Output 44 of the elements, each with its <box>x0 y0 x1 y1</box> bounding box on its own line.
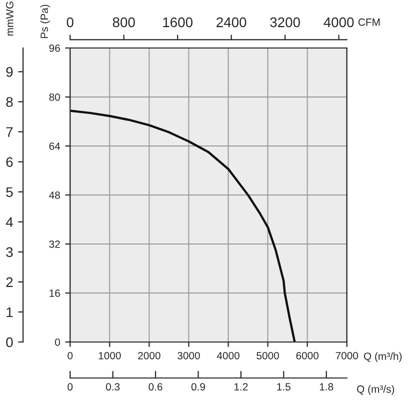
x-tick-label: 6000 <box>296 352 319 360</box>
x-tick-label: 1.2 <box>234 383 248 390</box>
y-axis-title: Ps (Pa) <box>40 4 50 38</box>
y2-tick-label: 2 <box>6 277 13 287</box>
x-tick-label: 7000 <box>336 352 358 360</box>
x2-axis-title: CFM <box>358 18 380 26</box>
y2-tick-label: 7 <box>6 127 13 137</box>
x-tick-label: 4000 <box>216 352 240 360</box>
x-axis-title: Q (m³/s) <box>357 385 394 395</box>
y-tick-label: 96 <box>49 44 60 52</box>
y-tick-label: 32 <box>49 240 60 248</box>
y2-tick-label: 8 <box>6 97 13 107</box>
x-tick-label: 1000 <box>98 352 121 360</box>
y2-tick-label: 6 <box>6 157 13 167</box>
x2-tick-label: 2400 <box>216 17 246 28</box>
y2-tick-label: 0 <box>6 337 13 348</box>
x-tick-label: 2000 <box>138 352 160 360</box>
x-tick-label: 0.6 <box>148 383 162 391</box>
x-tick-label: 1.5 <box>277 383 290 391</box>
x-tick-label: 1.8 <box>320 383 334 391</box>
line-series <box>70 110 296 342</box>
x-tick-label: 5000 <box>256 352 279 360</box>
x-tick-label: 0.9 <box>191 383 205 391</box>
x2-tick-label: 4000 <box>324 17 354 28</box>
y-tick-label: 48 <box>49 192 60 199</box>
x-tick-label: 0.3 <box>106 383 120 391</box>
y2-tick-label: 5 <box>6 187 13 198</box>
y-tick-label: 16 <box>50 290 60 297</box>
y2-tick-label: 3 <box>6 247 13 258</box>
y2-tick-label: 4 <box>6 217 13 227</box>
x-tick-label: 0 <box>68 352 73 360</box>
x2-tick-label: 1600 <box>163 17 192 28</box>
y-tick-label: 0 <box>55 338 60 346</box>
y-tick-label: 80 <box>49 94 60 101</box>
x2-tick-label: 800 <box>112 17 135 28</box>
y-tick-label: 64 <box>49 142 60 150</box>
x2-tick-label: 0 <box>66 17 74 28</box>
x2-tick-label: 3200 <box>270 17 300 28</box>
x-axis-title: Q (m³/h) <box>364 352 402 362</box>
x-tick-label: 3000 <box>178 352 200 360</box>
y2-axis-title: mmWG <box>6 2 14 36</box>
x-tick-label: 0 <box>68 383 73 391</box>
y2-tick-label: 1 <box>6 307 13 317</box>
y2-tick-label: 9 <box>6 67 13 77</box>
